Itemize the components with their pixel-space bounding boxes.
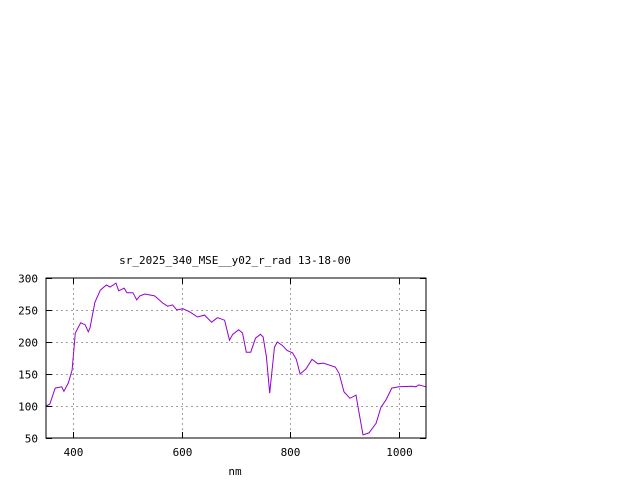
y-tick-label: 50 bbox=[25, 433, 38, 446]
y-tick-label: 150 bbox=[18, 369, 38, 382]
x-tick-label: 800 bbox=[281, 446, 301, 459]
grid bbox=[46, 278, 426, 438]
x-tick-label: 1000 bbox=[386, 446, 413, 459]
x-axis-label: nm bbox=[228, 465, 242, 478]
y-tick-label: 200 bbox=[18, 337, 38, 350]
y-tick-label: 100 bbox=[18, 401, 38, 414]
y-tick-label: 300 bbox=[18, 273, 38, 286]
x-tick-label: 600 bbox=[173, 446, 193, 459]
x-tick-label: 400 bbox=[64, 446, 84, 459]
series-line bbox=[45, 282, 427, 436]
axis-ticks: 50 100 150 200 250 300 400 600 800 1000 bbox=[18, 273, 426, 459]
chart-title: sr_2025_340_MSE__y02_r_rad 13-18-00 bbox=[119, 254, 351, 267]
plot-border bbox=[45, 277, 427, 439]
y-tick-label: 250 bbox=[18, 305, 38, 318]
